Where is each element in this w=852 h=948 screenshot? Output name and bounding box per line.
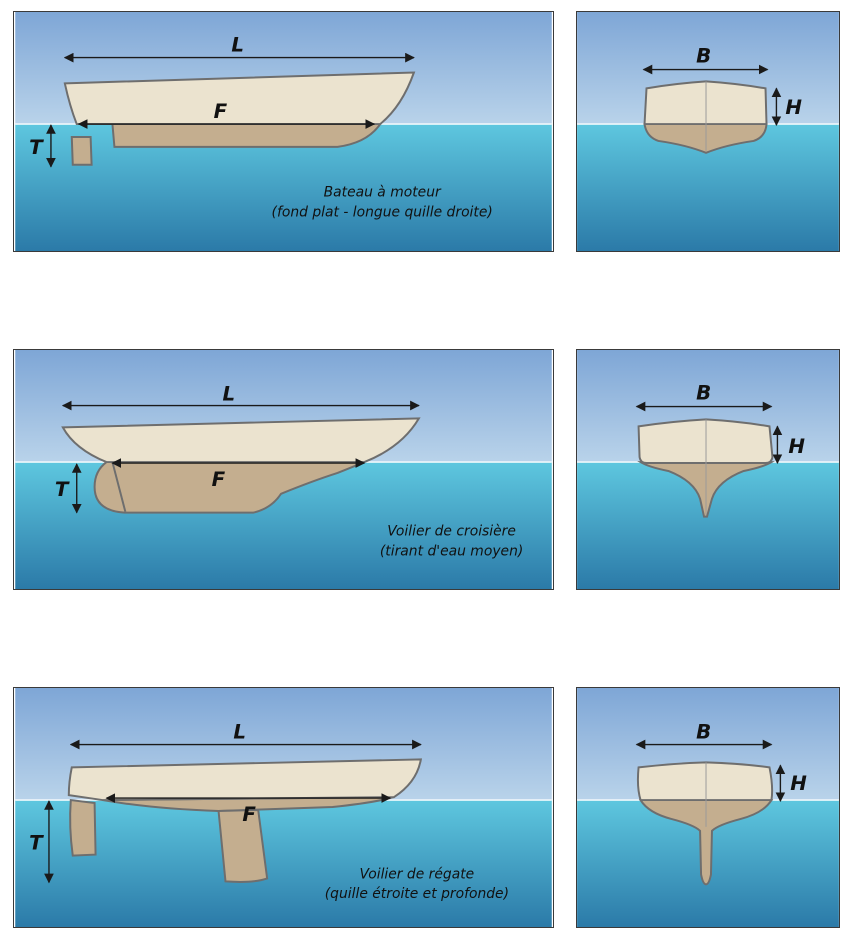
caption-line2: (fond plat - longue quille droite): [272, 204, 493, 220]
hull-underwater: [76, 123, 383, 148]
row3-side-view: L F T Voilier de régate (quille étroite …: [15, 688, 552, 927]
water: [15, 800, 552, 927]
label-F: F: [242, 803, 256, 826]
caption-line2: (quille étroite et profonde): [325, 886, 509, 902]
hull-section-underwater: [638, 799, 774, 886]
row1-side-view: L F T Bateau à moteur (fond plat - longu…: [15, 12, 552, 251]
label-F: F: [212, 468, 226, 491]
row2-side-panel: L F T Voilier de croisière (tirant d'eau…: [13, 349, 554, 590]
rudder: [69, 798, 97, 857]
row3-section-panel: B H: [576, 687, 840, 928]
row3-side-panel: L F T Voilier de régate (quille étroite …: [13, 687, 554, 928]
row3-cross-section: B H: [577, 688, 839, 927]
row1-cross-section: B H: [577, 12, 839, 251]
label-T: T: [29, 136, 44, 159]
caption-line2: (tirant d'eau moyen): [380, 543, 523, 559]
label-L: L: [231, 34, 244, 57]
caption-line1: Voilier de régate: [360, 866, 475, 882]
label-B: B: [696, 382, 711, 405]
label-F: F: [214, 100, 228, 123]
hull-topsides: [67, 758, 423, 802]
caption-line1: Bateau à moteur: [324, 184, 442, 200]
row2-side-view: L F T Voilier de croisière (tirant d'eau…: [15, 350, 552, 589]
hull-underwater: [93, 461, 365, 514]
label-H: H: [788, 435, 805, 458]
rudder-edge: [111, 461, 127, 512]
hull-section-topsides: [636, 761, 774, 802]
keel-fin: [217, 808, 269, 883]
row1-side-panel: L F T Bateau à moteur (fond plat - longu…: [13, 11, 554, 252]
row2-cross-section: B H: [577, 350, 839, 589]
row2-section-panel: B H: [576, 349, 840, 590]
hull-topsides: [63, 71, 416, 126]
label-T: T: [55, 478, 70, 501]
label-B: B: [696, 45, 711, 68]
caption-line1: Voilier de croisière: [387, 523, 516, 539]
label-H: H: [790, 772, 807, 795]
label-H: H: [785, 96, 802, 119]
rudder: [70, 135, 93, 166]
label-L: L: [223, 383, 236, 406]
label-B: B: [696, 721, 711, 744]
row1-section-panel: B H: [576, 11, 840, 252]
label-T: T: [29, 832, 44, 855]
label-L: L: [233, 721, 246, 744]
